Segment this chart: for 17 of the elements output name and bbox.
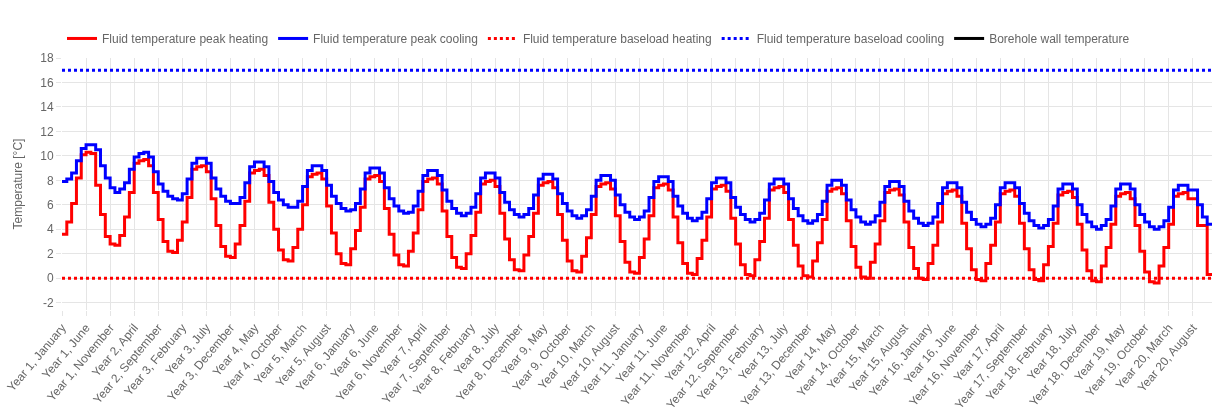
legend-label: Fluid temperature baseload heating [522,32,712,47]
y-tick-label: 4 [46,222,54,237]
y-tick-label: 10 [40,149,54,164]
y-tick-label: 8 [46,173,54,188]
y-tick-label: -2 [42,295,54,310]
y-tick-label: 14 [40,100,54,115]
y-tick-label: 16 [40,75,54,90]
legend-label: Borehole wall temperature [989,32,1130,47]
legend-label: Fluid temperature baseload cooling [756,32,945,47]
y-tick-label: 18 [40,51,54,66]
y-tick-label: 2 [46,246,54,261]
legend-label: Fluid temperature peak cooling [313,32,478,47]
y-tick-label: 6 [46,198,54,212]
legend-label: Fluid temperature peak heating [102,32,269,47]
y-axis-title: Temperature [°C] [10,138,25,230]
y-tick-label: 0 [46,271,54,286]
y-tick-label: 12 [40,124,54,139]
